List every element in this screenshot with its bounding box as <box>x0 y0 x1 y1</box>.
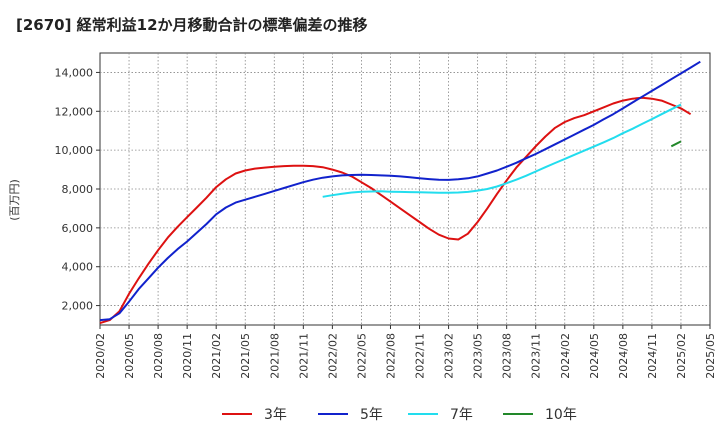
legend-label-3年: 3年 <box>264 407 287 423</box>
x-tick-label: 2020/02 <box>94 333 107 379</box>
y-tick-label: 2,000 <box>62 300 94 313</box>
series-line-7年 <box>322 103 682 198</box>
x-tick-label: 2021/11 <box>297 333 310 379</box>
x-tick-label: 2025/02 <box>675 333 688 379</box>
chart-title: [2670] 経常利益12か月移動合計の標準偏差の推移 <box>16 16 368 34</box>
x-tick-label: 2022/02 <box>326 333 339 379</box>
y-tick-label: 4,000 <box>62 261 94 274</box>
x-tick-label: 2024/08 <box>617 333 630 379</box>
y-tick-label: 6,000 <box>62 222 94 235</box>
x-axis-ticks: 2020/02 2020/05 2020/08 2020/11 2021/02 2021/… <box>94 325 717 379</box>
y-tick-label: 12,000 <box>55 105 94 118</box>
grid <box>100 53 710 325</box>
series-line-10年 <box>670 140 682 148</box>
x-tick-label: 2020/08 <box>152 333 165 379</box>
legend-label-10年: 10年 <box>545 407 577 423</box>
y-axis-ticks: 2,000 4,000 6,000 8,000 10,000 12,000 14,000 <box>55 66 100 313</box>
y-tick-label: 14,000 <box>55 66 94 79</box>
x-tick-label: 2022/05 <box>355 333 368 379</box>
x-tick-label: 2024/02 <box>559 333 572 379</box>
x-tick-label: 2022/08 <box>384 333 397 379</box>
series-line-3年 <box>99 96 692 325</box>
x-tick-label: 2023/08 <box>501 333 514 379</box>
legend-label-7年: 7年 <box>450 407 473 423</box>
legend-label-5年: 5年 <box>360 407 383 423</box>
y-tick-label: 8,000 <box>62 183 94 196</box>
x-tick-label: 2023/11 <box>530 333 543 379</box>
x-tick-label: 2021/05 <box>239 333 252 379</box>
y-axis-label: (百万円) <box>8 179 21 221</box>
x-tick-label: 2023/02 <box>443 333 456 379</box>
x-tick-label: 2024/05 <box>588 333 601 379</box>
x-tick-label: 2022/11 <box>414 333 427 379</box>
x-tick-label: 2023/05 <box>472 333 485 379</box>
x-tick-label: 2020/11 <box>181 333 194 379</box>
x-tick-label: 2021/02 <box>210 333 223 379</box>
series-line-5年 <box>99 60 701 322</box>
x-tick-label: 2020/05 <box>123 333 136 379</box>
x-tick-label: 2021/08 <box>268 333 281 379</box>
series-lines <box>99 60 701 325</box>
x-tick-label: 2024/11 <box>646 333 659 379</box>
y-tick-label: 10,000 <box>55 144 94 157</box>
x-tick-label: 2025/05 <box>704 333 717 379</box>
legend: 3年 5年 7年 10年 <box>222 407 577 423</box>
